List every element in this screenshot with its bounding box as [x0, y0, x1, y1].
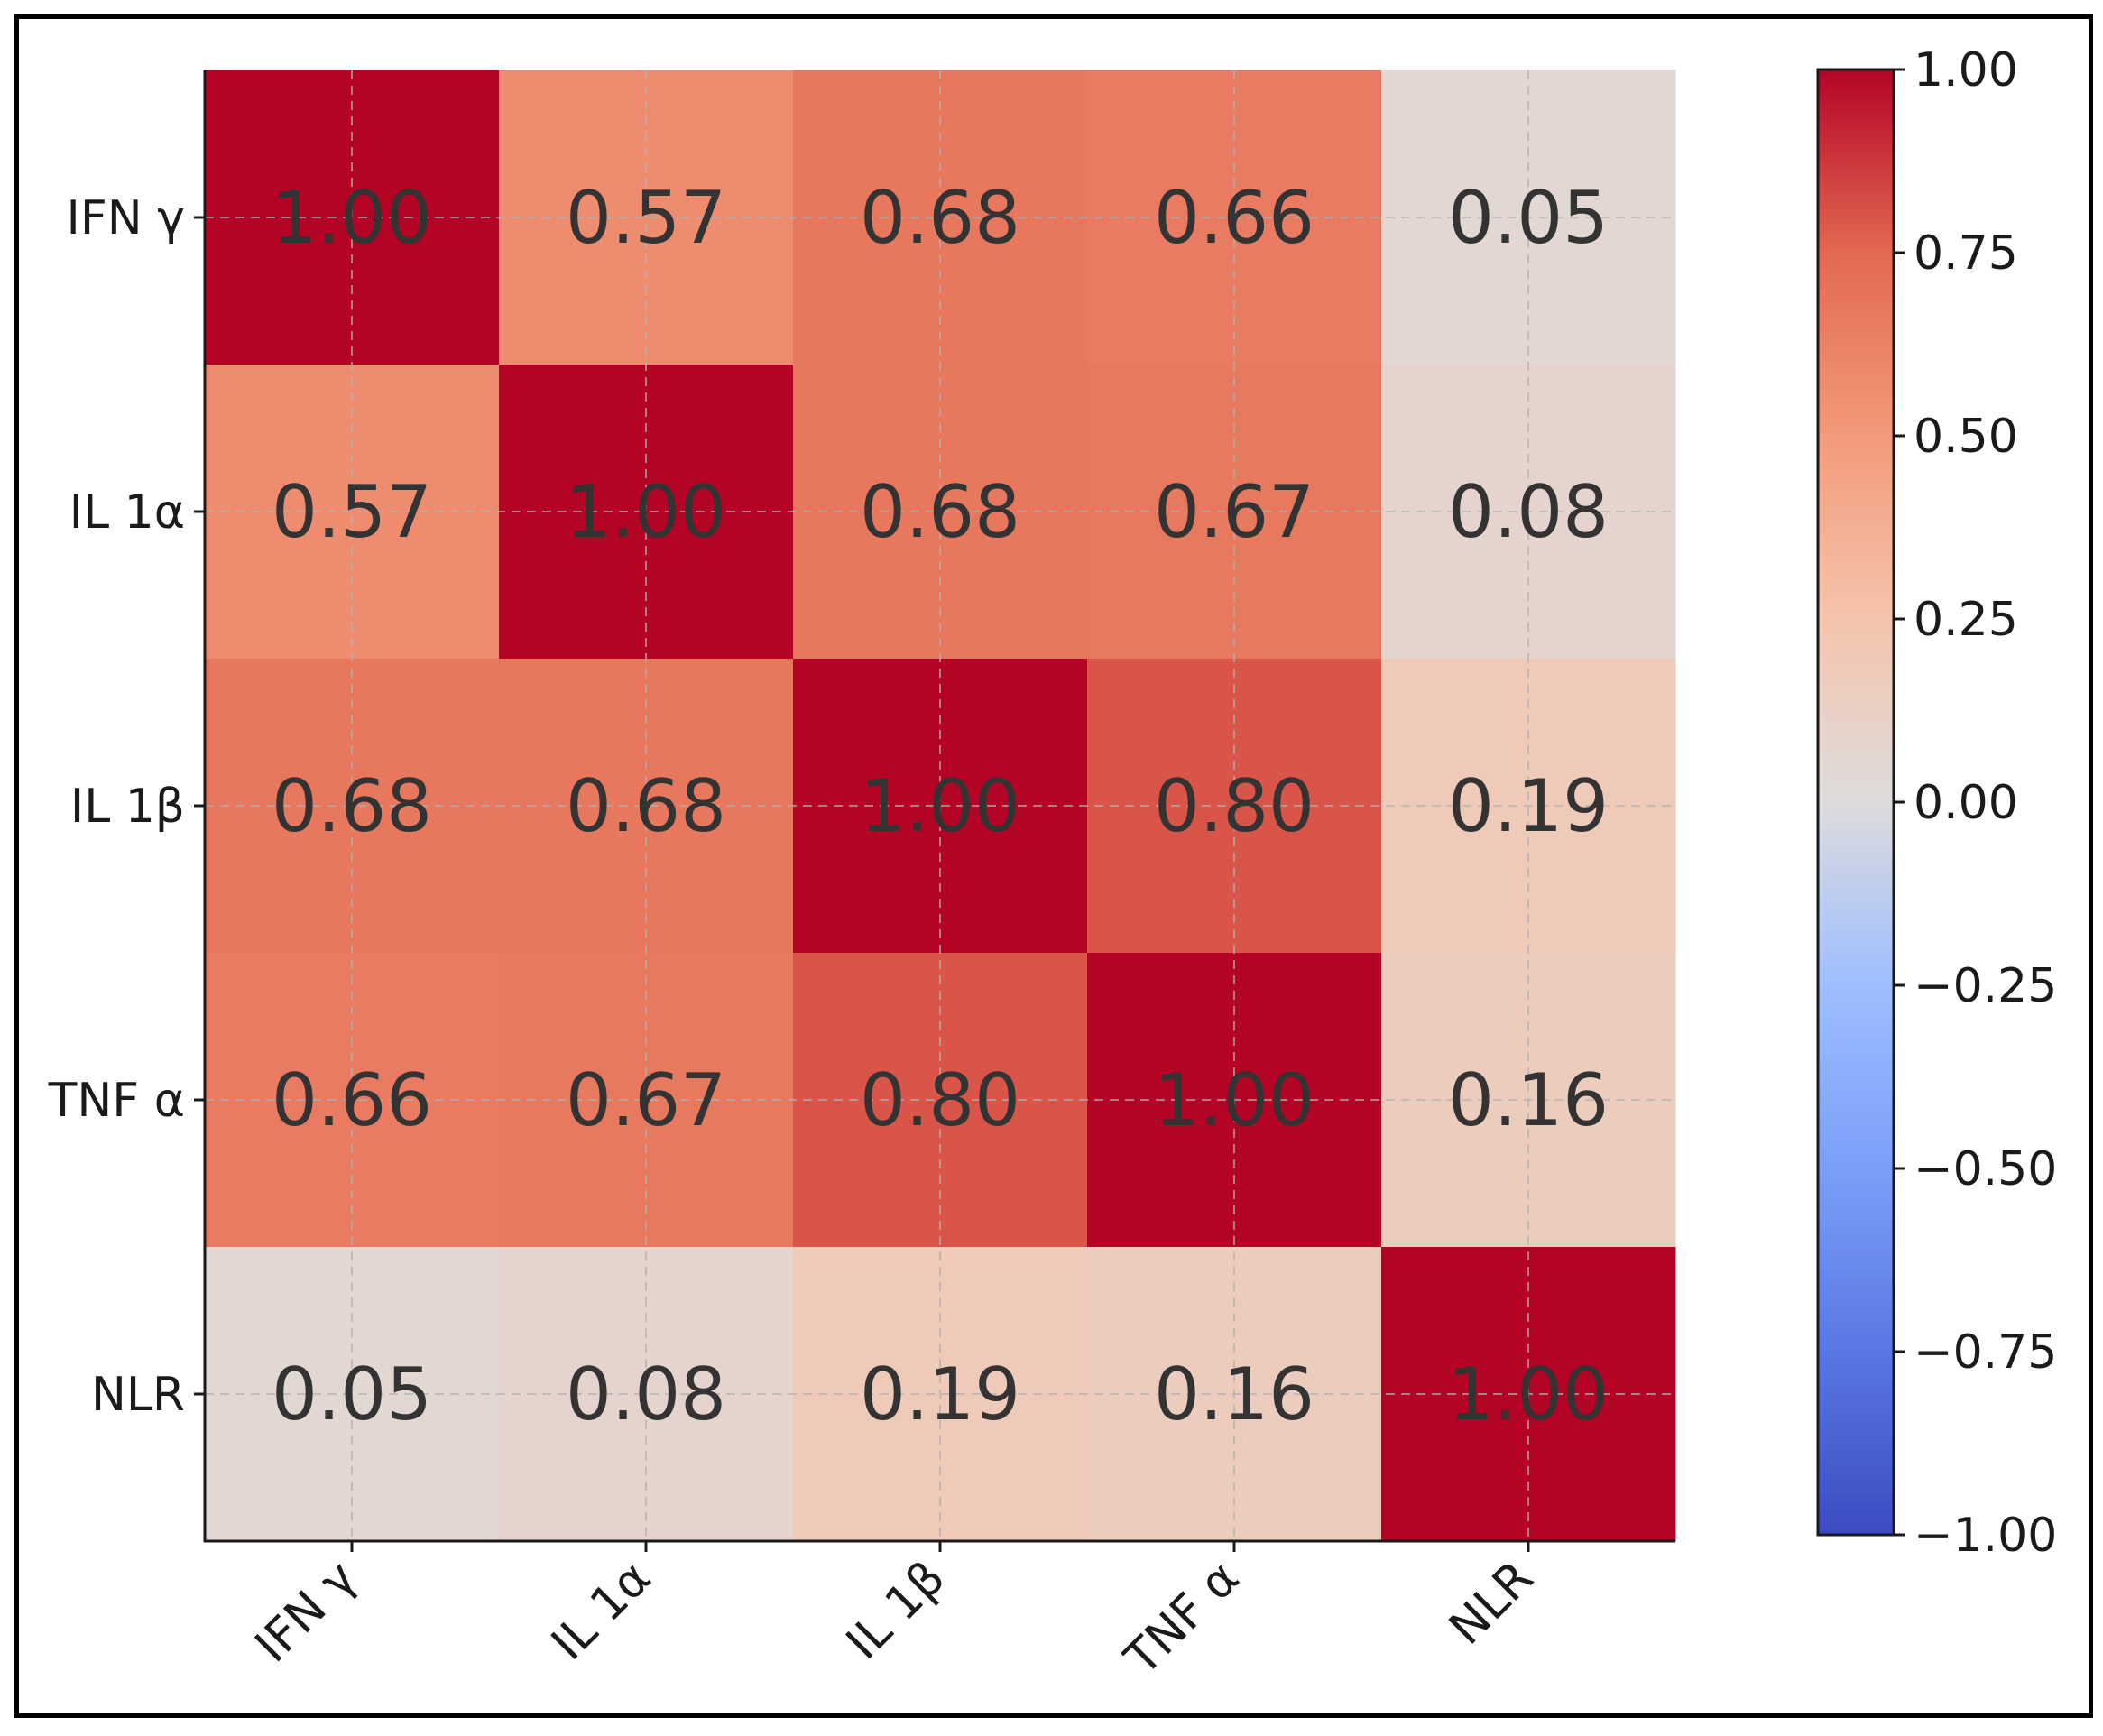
- figure-frame: 1.00 0.57 0.68 0.66 0.05 0.57 1.00 0.68 0.67 0.08…: [14, 14, 2093, 1718]
- cell-value-label: 0.05: [272, 1353, 432, 1436]
- cell-value-label: 0.16: [1154, 1353, 1314, 1436]
- x-tick-label: IL 1α: [541, 1551, 661, 1671]
- cell-value-label: 1.00: [272, 176, 432, 260]
- y-tick-label: IL 1β: [70, 780, 185, 834]
- heatmap-cell-labels: 1.00 0.57 0.68 0.66 0.05 0.57 1.00 0.68 0.67 0.08…: [272, 176, 1609, 1436]
- cell-value-label: 0.08: [1448, 470, 1609, 554]
- colorbar-tick-label: 0.50: [1914, 410, 2018, 464]
- x-axis-ticks: IFN γ IL 1α IL 1β TNF α NLR: [245, 1541, 1544, 1686]
- cell-value-label: 0.68: [860, 470, 1020, 554]
- cell-value-label: 0.68: [860, 176, 1020, 260]
- cell-value-label: 0.19: [860, 1353, 1020, 1436]
- colorbar-tick-label: −0.75: [1914, 1325, 2057, 1380]
- y-tick-label: TNF α: [48, 1074, 185, 1128]
- cell-value-label: 0.66: [272, 1058, 432, 1142]
- correlation-heatmap: 1.00 0.57 0.68 0.66 0.05 0.57 1.00 0.68 0.67 0.08…: [48, 43, 2058, 1686]
- cell-value-label: 1.00: [860, 764, 1020, 848]
- cell-value-label: 0.67: [566, 1058, 726, 1142]
- cell-value-label: 1.00: [1154, 1058, 1314, 1142]
- colorbar-tick-label: 0.75: [1914, 226, 2018, 281]
- cell-value-label: 0.16: [1448, 1058, 1609, 1142]
- colorbar-tick-label: 0.25: [1914, 593, 2018, 647]
- cell-value-label: 0.08: [566, 1353, 726, 1436]
- colorbar-tick-label: 1.00: [1914, 43, 2018, 97]
- y-axis-ticks: IFN γ IL 1α IL 1β TNF α NLR: [48, 191, 205, 1422]
- cell-value-label: 1.00: [1448, 1353, 1609, 1436]
- colorbar-tick-label: −0.25: [1914, 959, 2057, 1013]
- x-tick-label: TNF α: [1114, 1551, 1250, 1686]
- colorbar-tick-label: −1.00: [1914, 1509, 2057, 1563]
- cell-value-label: 0.68: [272, 764, 432, 848]
- cell-value-label: 1.00: [566, 470, 726, 554]
- y-tick-label: IL 1α: [69, 485, 185, 540]
- x-tick-label: NLR: [1439, 1551, 1544, 1656]
- cell-value-label: 0.57: [272, 470, 432, 554]
- cell-value-label: 0.66: [1154, 176, 1314, 260]
- y-tick-label: NLR: [91, 1368, 185, 1422]
- cell-value-label: 0.57: [566, 176, 726, 260]
- cell-value-label: 0.05: [1448, 176, 1609, 260]
- colorbar-tick-label: −0.50: [1914, 1142, 2057, 1196]
- y-tick-label: IFN γ: [67, 191, 185, 245]
- cell-value-label: 0.68: [566, 764, 726, 848]
- colorbar-tick-label: 0.00: [1914, 776, 2018, 830]
- cell-value-label: 0.67: [1154, 470, 1314, 554]
- colorbar: 1.00 0.75 0.50 0.25 0.00 −0.25 −0.50 −0.75 −1.00: [1816, 43, 2057, 1563]
- cell-value-label: 0.80: [860, 1058, 1020, 1142]
- cell-value-label: 0.80: [1154, 764, 1314, 848]
- cell-value-label: 0.19: [1448, 764, 1609, 848]
- x-tick-label: IL 1β: [836, 1551, 955, 1670]
- colorbar-gradient: [1818, 69, 1894, 1535]
- x-tick-label: IFN γ: [245, 1551, 367, 1673]
